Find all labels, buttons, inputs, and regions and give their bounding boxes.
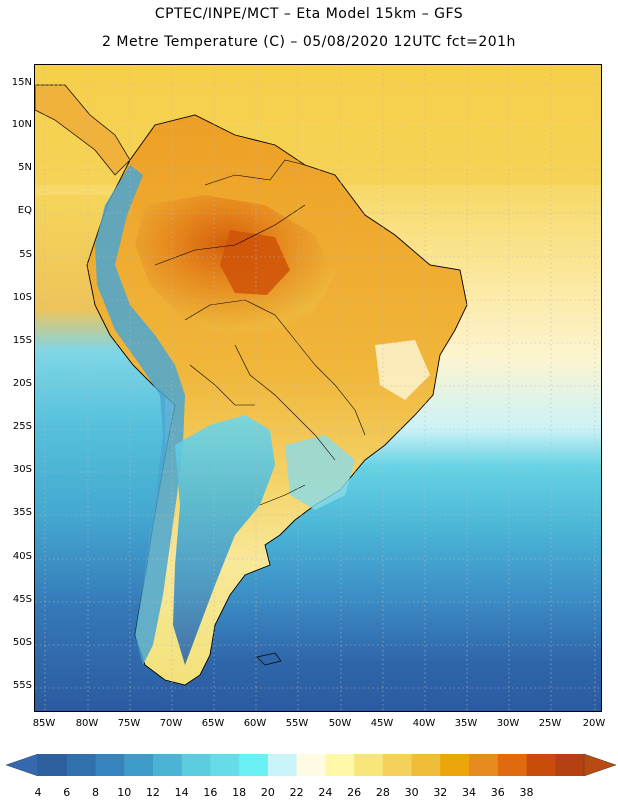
colorbar-swatch bbox=[95, 754, 125, 776]
colorbar-tick-label: 8 bbox=[92, 786, 99, 799]
southern-cone-cool-region bbox=[173, 415, 275, 665]
longitude-tick-label: 60W bbox=[243, 718, 267, 729]
latitude-tick-label: 55S bbox=[12, 680, 32, 691]
colorbar-tick-label: 22 bbox=[290, 786, 304, 799]
colorbar-swatch bbox=[354, 754, 384, 776]
colorbar-tick-label: 6 bbox=[63, 786, 70, 799]
longitude-tick-label: 30W bbox=[496, 718, 520, 729]
colorbar-swatch bbox=[181, 754, 211, 776]
colorbar-swatch bbox=[382, 754, 413, 776]
temperature-colorbar: 4 6 8 10 12 14 16 18 20 22 24 26 28 30 32 34 36 38 bbox=[0, 752, 618, 800]
colorbar-tick-label: 4 bbox=[35, 786, 42, 799]
map-title-line1: CPTEC/INPE/MCT – Eta Model 15km – GFS bbox=[154, 6, 464, 22]
colorbar-tick-label: 30 bbox=[405, 786, 419, 799]
latitude-tick-label: 45S bbox=[12, 594, 32, 605]
colorbar-tick-label: 24 bbox=[318, 786, 332, 799]
colorbar-tick-label: 20 bbox=[261, 786, 275, 799]
colorbar-swatch bbox=[325, 754, 355, 776]
falkland-islands bbox=[256, 652, 282, 666]
latitude-tick-label: 10S bbox=[12, 292, 32, 303]
longitude-tick-label: 25W bbox=[538, 718, 562, 729]
andes-cold-ridge bbox=[95, 165, 185, 665]
longitude-tick-label: 70W bbox=[159, 718, 183, 729]
latitude-tick-label: 30S bbox=[12, 464, 32, 475]
colorbar-swatch bbox=[38, 754, 68, 776]
central-america-landmass bbox=[35, 84, 131, 176]
colorbar-tick-label: 26 bbox=[347, 786, 361, 799]
longitude-tick-label: 50W bbox=[328, 718, 352, 729]
colorbar-swatch bbox=[239, 754, 269, 776]
latitude-tick-label: 40S bbox=[12, 551, 32, 562]
colorbar-swatch bbox=[440, 754, 470, 776]
colorbar-tick-label: 36 bbox=[491, 786, 505, 799]
longitude-tick-label: 65W bbox=[201, 718, 225, 729]
colorbar-tick-label: 14 bbox=[175, 786, 189, 799]
colorbar-swatch bbox=[526, 754, 556, 776]
colorbar-swatch bbox=[152, 754, 183, 776]
latitude-tick-label: 10N bbox=[11, 119, 32, 130]
latitude-tick-label: EQ bbox=[17, 205, 32, 216]
colorbar-tick-label: 12 bbox=[146, 786, 160, 799]
longitude-tick-label: 75W bbox=[117, 718, 141, 729]
colorbar-tick-label: 16 bbox=[203, 786, 217, 799]
colorbar-tick-label: 10 bbox=[117, 786, 131, 799]
colorbar-swatch bbox=[555, 754, 585, 776]
latitude-tick-label: 15S bbox=[12, 335, 32, 346]
southern-brazil-mild-region bbox=[285, 435, 355, 510]
temperature-map bbox=[34, 64, 602, 712]
country-borders bbox=[154, 159, 366, 506]
colorbar-swatch bbox=[66, 754, 96, 776]
latitude-tick-label: 5N bbox=[18, 162, 32, 173]
latitude-tick-label: 25S bbox=[12, 421, 32, 432]
colorbar-tick-label: 34 bbox=[462, 786, 476, 799]
lat-lon-gridlines bbox=[35, 65, 601, 711]
latitude-tick-label: 15N bbox=[11, 77, 32, 88]
colorbar-swatch bbox=[124, 754, 154, 776]
colorbar-tick-label: 28 bbox=[376, 786, 390, 799]
longitude-tick-label: 20W bbox=[582, 718, 606, 729]
colorbar-swatch bbox=[296, 754, 326, 776]
colorbar-tick-label: 32 bbox=[433, 786, 447, 799]
longitude-tick-label: 35W bbox=[454, 718, 478, 729]
longitude-tick-label: 85W bbox=[32, 718, 56, 729]
colorbar-swatch bbox=[497, 754, 528, 776]
colorbar-swatch bbox=[210, 754, 240, 776]
colorbar-swatch bbox=[411, 754, 441, 776]
longitude-tick-label: 40W bbox=[412, 718, 436, 729]
colorbar-over-arrow bbox=[583, 753, 617, 777]
longitude-tick-label: 55W bbox=[285, 718, 309, 729]
latitude-tick-label: 5S bbox=[19, 249, 32, 260]
latitude-tick-label: 35S bbox=[12, 507, 32, 518]
latitude-tick-label: 20S bbox=[12, 378, 32, 389]
colorbar-swatch bbox=[469, 754, 499, 776]
longitude-tick-label: 80W bbox=[75, 718, 99, 729]
colorbar-under-arrow bbox=[5, 753, 39, 777]
longitude-tick-label: 45W bbox=[370, 718, 394, 729]
colorbar-tick-label: 18 bbox=[232, 786, 246, 799]
colorbar-swatch bbox=[267, 754, 298, 776]
amazon-peak-region bbox=[220, 230, 290, 295]
colorbar-tick-label: 38 bbox=[520, 786, 534, 799]
latitude-tick-label: 50S bbox=[12, 637, 32, 648]
east-brazil-mild-region bbox=[375, 340, 430, 400]
map-title-line2: 2 Metre Temperature (C) – 05/08/2020 12U… bbox=[102, 34, 516, 50]
